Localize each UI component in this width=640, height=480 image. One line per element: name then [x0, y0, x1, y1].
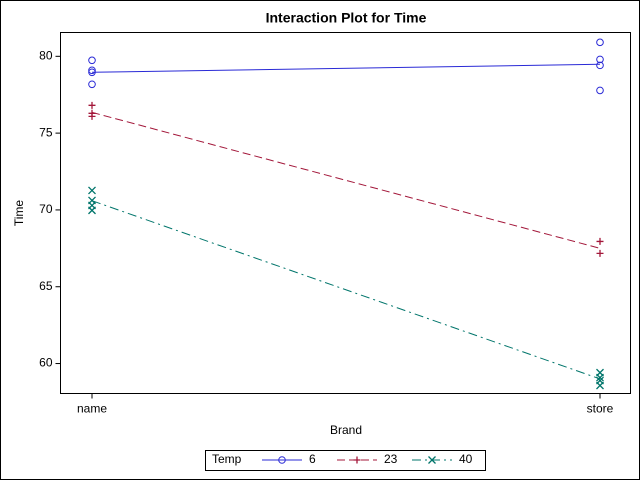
data-point	[88, 80, 96, 89]
legend-label: 40	[459, 452, 473, 466]
data-point	[596, 373, 604, 382]
data-point	[596, 61, 604, 70]
legend-box	[205, 450, 486, 471]
y-tick-label: 70	[39, 202, 53, 216]
data-point	[88, 66, 96, 75]
x-tick-label: store	[587, 402, 614, 416]
data-point	[596, 55, 604, 64]
data-point	[88, 186, 96, 195]
y-tick-label: 60	[39, 356, 53, 370]
y-tick-label: 65	[39, 279, 53, 293]
data-point	[596, 249, 604, 257]
legend-label: 23	[384, 452, 398, 466]
mean-line	[91, 111, 601, 249]
data-point	[596, 86, 604, 95]
data-point	[596, 38, 604, 47]
chart-title: Interaction Plot for Time	[266, 10, 427, 26]
data-point	[88, 68, 96, 77]
data-point	[88, 112, 96, 120]
legend-marker	[353, 456, 361, 464]
y-tick-label: 80	[39, 48, 53, 62]
legend-label: 6	[309, 452, 316, 466]
mean-line	[91, 200, 601, 380]
data-point	[88, 206, 96, 215]
x-axis-label: Brand	[330, 423, 362, 437]
y-axis-label: Time	[12, 200, 26, 227]
legend-marker	[428, 456, 436, 464]
data-point	[88, 101, 96, 109]
data-point	[596, 381, 604, 390]
plot-frame	[60, 32, 631, 394]
mean-line	[91, 63, 601, 73]
data-point	[596, 237, 604, 245]
legend-marker	[278, 456, 286, 464]
legend-title: Temp	[212, 452, 242, 466]
data-point	[88, 56, 96, 65]
y-tick-label: 75	[39, 125, 53, 139]
x-tick-label: name	[77, 402, 107, 416]
